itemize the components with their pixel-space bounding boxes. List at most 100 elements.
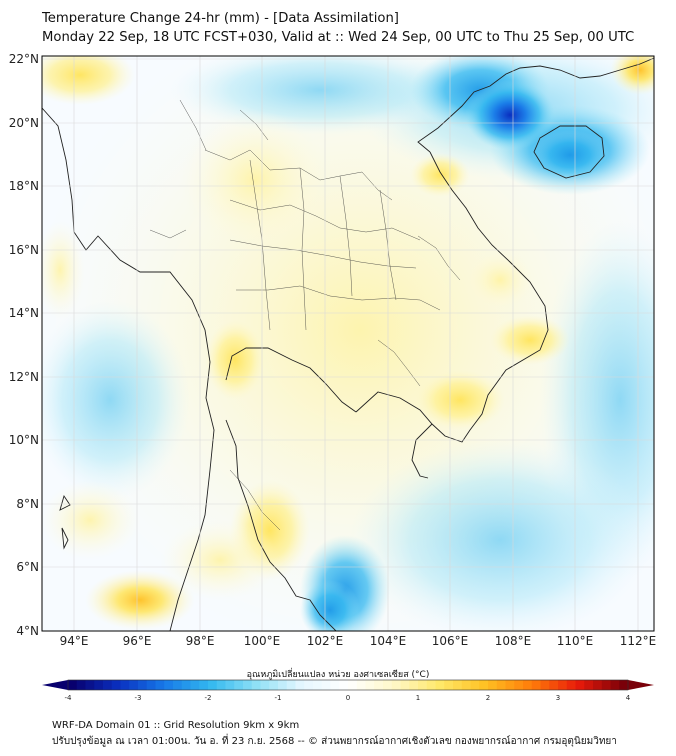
lon-tick-label: 94°E [60,634,89,648]
plot-frame [41,55,655,632]
colorbar: -4 -3 -2 -1 0 1 2 3 4 [42,679,654,702]
colorbar-cell [304,680,314,690]
colorbar-cells [68,680,629,690]
colorbar-cell [505,680,515,690]
colorbar-cell [225,680,235,690]
lat-tick-label: 16°N [9,243,39,257]
lon-tick-label: 96°E [123,634,152,648]
lon-tick-label: 100°E [244,634,281,648]
lat-tick-label: 8°N [16,497,39,511]
colorbar-cell [173,680,183,690]
colorbar-cell [383,680,393,690]
update-credit: ปรับปรุงข้อมูล ณ เวลา 01:00น. วัน อ. ที่… [52,736,617,747]
colorbar-cell [286,680,296,690]
colorbar-tick-label: -3 [135,694,142,702]
lon-tick-label: 98°E [186,634,215,648]
colorbar-cell [531,680,541,690]
colorbar-cell [461,680,471,690]
colorbar-tick-label: 3 [556,694,560,702]
colorbar-cell [558,680,568,690]
colorbar-cell [321,680,331,690]
colorbar-cell [593,680,603,690]
colorbar-ticks: -4 -3 -2 -1 0 1 2 3 4 [65,694,631,702]
colorbar-cell [453,680,463,690]
lon-tick-label: 102°E [307,634,344,648]
colorbar-cell [129,680,139,690]
colorbar-cell [523,680,533,690]
colorbar-cell [216,680,226,690]
colorbar-cell [444,680,454,690]
colorbar-cell [103,680,113,690]
colorbar-cell [601,680,611,690]
temperature-change-field [42,56,654,631]
latitude-axis: 22°N 20°N 18°N 16°N 14°N 12°N 10°N 8°N 6… [9,52,39,638]
colorbar-cell [138,680,148,690]
colorbar-cell [330,680,340,690]
colorbar-cell [435,680,445,690]
colorbar-cell [339,680,349,690]
colorbar-cell [85,680,95,690]
colorbar-cell [575,680,585,690]
colorbar-cell [391,680,401,690]
lat-tick-label: 6°N [16,560,39,574]
colorbar-frame [67,679,629,691]
colorbar-cell [164,680,174,690]
colorbar-cell [470,680,480,690]
colorbar-cell [260,680,270,690]
gridlines [42,56,654,631]
colorbar-cell [374,680,384,690]
colorbar-tick-label: 0 [346,694,350,702]
colorbar-cell [199,680,209,690]
colorbar-cell [426,680,436,690]
colorbar-cell [269,680,279,690]
colorbar-cell [313,680,323,690]
coastline-and-borders [42,57,654,631]
lon-tick-label: 106°E [432,634,469,648]
colorbar-max-arrow [628,680,654,690]
lon-tick-label: 104°E [370,634,407,648]
colorbar-cell [155,680,165,690]
lat-tick-label: 10°N [9,433,39,447]
colorbar-tick-label: -2 [205,694,212,702]
colorbar-cell [76,680,86,690]
colorbar-cell [278,680,288,690]
colorbar-cell [68,680,78,690]
map-figure: 94°E 96°E 98°E 100°E 102°E 104°E 106°E 1… [9,52,657,648]
colorbar-cell [400,680,410,690]
colorbar-tick-label: 2 [486,694,490,702]
colorbar-cell [488,680,498,690]
colorbar-cell [566,680,576,690]
colorbar-tick-label: 1 [416,694,420,702]
colorbar-tick-label: 4 [626,694,631,702]
colorbar-min-arrow [42,680,68,690]
model-info: WRF-DA Domain 01 :: Grid Resolution 9km … [52,720,300,731]
lat-tick-label: 18°N [9,179,39,193]
colorbar-label: อุณหภูมิเปลี่ยนแปลง หน่วย องศาเซลเซียส (… [246,670,430,680]
lon-tick-label: 112°E [620,634,657,648]
colorbar-cell [540,680,550,690]
lon-tick-label: 108°E [495,634,532,648]
colorbar-cell [190,680,200,690]
colorbar-cell [94,680,104,690]
colorbar-cell [610,680,620,690]
lat-tick-label: 4°N [16,624,39,638]
colorbar-cell [181,680,191,690]
longitude-axis: 94°E 96°E 98°E 100°E 102°E 104°E 106°E 1… [60,634,657,648]
colorbar-cell [409,680,419,690]
colorbar-tick-label: -1 [275,694,282,702]
colorbar-tick-label: -4 [65,694,73,702]
colorbar-cell [418,680,428,690]
lon-tick-label: 110°E [557,634,594,648]
colorbar-cell [208,680,218,690]
lat-tick-label: 14°N [9,306,39,320]
colorbar-cell [365,680,375,690]
lat-tick-label: 20°N [9,116,39,130]
lat-tick-label: 22°N [9,52,39,66]
colorbar-cell [496,680,506,690]
colorbar-cell [111,680,121,690]
colorbar-cell [234,680,244,690]
colorbar-cell [549,680,559,690]
colorbar-cell [348,680,358,690]
colorbar-cell [146,680,156,690]
colorbar-cell [514,680,524,690]
